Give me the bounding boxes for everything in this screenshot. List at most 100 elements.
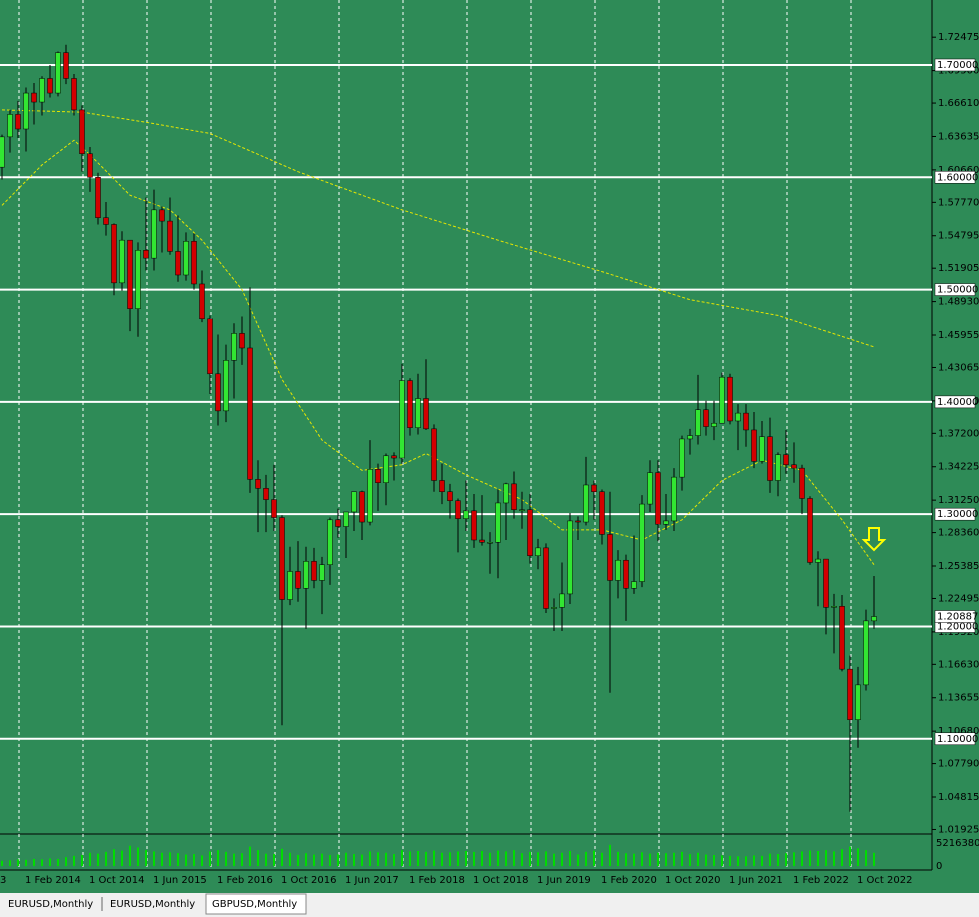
candle-body [767, 436, 773, 481]
x-tick-label: 1 Feb 2020 [601, 875, 657, 886]
candle-body [399, 380, 405, 459]
tab-label[interactable]: GBPUSD,Monthly [212, 899, 297, 910]
candle-body [527, 509, 533, 556]
candle-body [151, 209, 157, 259]
candle-body [479, 539, 485, 543]
candle-body [135, 250, 141, 309]
tab[interactable] [205, 893, 307, 915]
candle-body [487, 542, 493, 544]
x-tick-label: 1 Oct 2022 [857, 875, 912, 886]
candle-body [839, 606, 845, 670]
candle-body [463, 510, 469, 519]
candle-body [327, 519, 333, 565]
candle-body [871, 616, 877, 622]
candle-body [775, 454, 781, 481]
y-tick-label: 1.04815 [938, 792, 979, 803]
candle-body [391, 455, 397, 459]
volume-tick-label: 0 [936, 861, 942, 872]
candle-body [687, 435, 693, 440]
level-label-box [934, 283, 976, 296]
candle-body [679, 438, 685, 478]
candle-body [471, 510, 477, 541]
tab[interactable] [104, 894, 204, 914]
signal-arrow [861, 527, 887, 552]
candle-body [303, 561, 309, 589]
candle-body [407, 380, 413, 428]
candle-body [167, 220, 173, 252]
moving-average [1, 139, 875, 566]
y-tick-label: 1.54795 [938, 231, 979, 242]
candle-body [567, 520, 573, 595]
y-tick-label: 1.10680 [938, 726, 979, 737]
candle-body [655, 472, 661, 525]
candle-body [695, 409, 701, 436]
candle-body [143, 250, 149, 259]
candle-body [743, 412, 749, 431]
x-tick-label: 1 Oct 2016 [281, 875, 336, 886]
candle-body [279, 517, 285, 600]
candle-body [367, 469, 373, 523]
y-tick-label: 1.31250 [938, 495, 979, 506]
level-label: 1.70000 [937, 60, 978, 71]
chart-background [0, 0, 979, 893]
candle-body [95, 177, 101, 218]
candle-body [119, 239, 125, 284]
x-tick-label: 1 Feb 2018 [409, 875, 465, 886]
candle-body [87, 153, 93, 178]
candle-body [727, 376, 733, 422]
candle-body [647, 472, 653, 505]
candle-body [247, 347, 253, 480]
candle-body [263, 488, 269, 500]
candle-body [351, 491, 357, 513]
x-tick-label: 1 Jun 2021 [729, 875, 783, 886]
tab-label[interactable]: EURUSD,Monthly [8, 899, 93, 910]
candle-body [199, 283, 205, 320]
tab[interactable] [2, 894, 102, 914]
candle-body [47, 78, 53, 94]
level-label-box [934, 171, 976, 184]
x-tick-label: 1 Jun 2019 [537, 875, 591, 886]
candle-body [207, 318, 213, 375]
y-tick-label: 1.25385 [938, 561, 979, 572]
candle-body [759, 436, 765, 462]
y-tick-label: 1.43065 [938, 362, 979, 373]
tab-label[interactable]: EURUSD,Monthly [110, 899, 195, 910]
candle-body [223, 360, 229, 412]
candle-body [455, 500, 461, 519]
candle-body [519, 509, 525, 511]
y-tick-label: 1.48930 [938, 297, 979, 308]
level-label-box [934, 58, 976, 72]
candle-body [39, 78, 45, 103]
level-label-box [934, 732, 976, 746]
candle-body [295, 571, 301, 589]
candle-body [591, 484, 597, 492]
candle-body [111, 224, 117, 284]
y-tick-label: 1.45955 [938, 330, 979, 341]
candle-body [159, 209, 165, 222]
candle-body [663, 520, 669, 525]
candle-body [183, 241, 189, 276]
candle-body [55, 52, 61, 94]
candle-body [0, 136, 5, 168]
x-tick-label: 1 Oct 2018 [473, 875, 528, 886]
candle-body [799, 467, 805, 499]
candle-body [823, 558, 829, 608]
candle-body [583, 484, 589, 523]
candle-body [751, 429, 757, 462]
candle-body [191, 241, 197, 285]
candle-body [343, 511, 349, 527]
y-tick-label: 1.01925 [938, 824, 979, 835]
y-tick-label: 1.16630 [938, 659, 979, 670]
candle-body [359, 491, 365, 523]
x-tick-label: 1 Jun 2015 [153, 875, 207, 886]
candle-body [319, 564, 325, 581]
y-tick-label: 1.07790 [938, 759, 979, 770]
candle-body [447, 491, 453, 501]
x-tick-label: 1 Feb 2022 [793, 875, 849, 886]
candle-body [631, 581, 637, 589]
current-price-box [934, 610, 976, 623]
candle-body [807, 498, 813, 563]
candle-body [103, 217, 109, 225]
y-tick-label: 1.63635 [938, 131, 979, 142]
